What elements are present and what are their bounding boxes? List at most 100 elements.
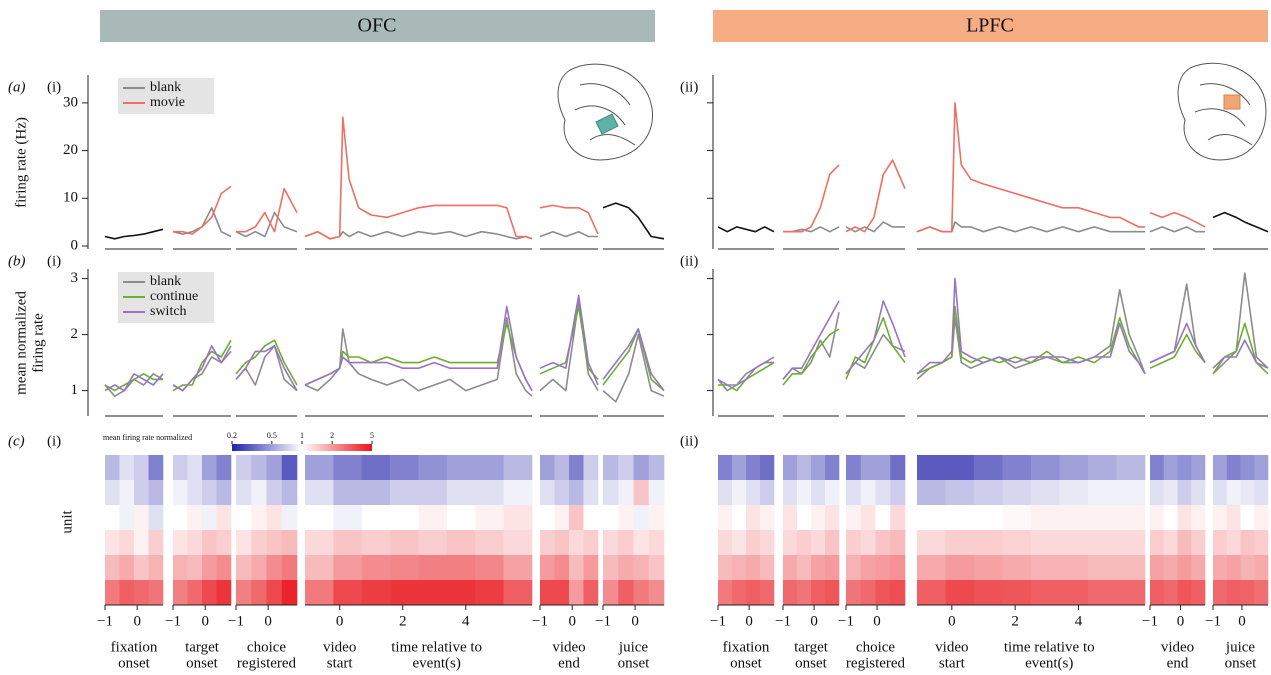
heatmap-cell (1254, 480, 1269, 506)
heatmap-cell (1177, 580, 1192, 606)
segment-label: onset (1225, 655, 1257, 671)
heatmap-cell (1226, 480, 1241, 506)
heatmap-cell (732, 555, 747, 581)
heatmap-cell (1031, 555, 1060, 581)
heatmap-cell (554, 480, 570, 506)
heatmap-cell (266, 505, 283, 531)
heatmap-cell (890, 580, 906, 606)
colorbar-tick-label: 1 (300, 431, 304, 440)
x-tick-label: −1 (775, 613, 791, 629)
heatmap-cell (1031, 480, 1060, 506)
heatmap-cell (974, 580, 1003, 606)
heatmap-cell (475, 505, 504, 531)
x-tick-label: −1 (710, 613, 726, 629)
heatmap-cell (554, 455, 570, 481)
series-line (602, 333, 665, 403)
heatmap-cell (618, 505, 634, 531)
x-tick-label: 2 (399, 613, 407, 629)
heatmap-cell (875, 505, 891, 531)
series-line (1212, 272, 1269, 375)
heatmap-cell (503, 480, 533, 506)
series-line (539, 300, 599, 392)
panel-number: (ii) (680, 79, 698, 95)
series-line (717, 226, 775, 233)
x-tick-label: 4 (462, 613, 470, 629)
heatmap-cell (266, 555, 283, 581)
heatmap-cell (917, 505, 946, 531)
colorbar-tick-label: 0.2 (227, 431, 237, 440)
heatmap-cell (105, 480, 120, 506)
heatmap-cell (811, 555, 826, 581)
heatmap-cell (648, 505, 665, 531)
heatmap-cell (633, 505, 650, 531)
heatmap-cell (305, 580, 334, 606)
panel-letter: (c) (8, 433, 25, 449)
heatmap-cell (281, 530, 298, 556)
heatmap-cell (1191, 555, 1206, 581)
heatmap-cell (633, 530, 650, 556)
heatmap-cell (945, 580, 975, 606)
heatmap-cell (825, 555, 840, 581)
heatmap-cell (390, 555, 419, 581)
series-line (845, 159, 906, 233)
series-line (782, 328, 840, 386)
heatmap-cell (1213, 455, 1228, 481)
heatmap-cell (746, 455, 761, 481)
heatmap-cell (540, 505, 555, 531)
heatmap-cell (173, 580, 188, 606)
series-line (236, 187, 298, 233)
heatmap-cell (251, 555, 267, 581)
heatmap-cell (618, 580, 634, 606)
heatmap-cell (797, 455, 812, 481)
heatmap-cell (1059, 530, 1089, 556)
heatmap-cell (1254, 455, 1269, 481)
heatmap-cell (119, 455, 135, 481)
heatmap-cell (236, 480, 252, 506)
heatmap-cell (251, 580, 267, 606)
x-tick-label: −1 (97, 613, 113, 629)
heatmap-cell (1213, 555, 1228, 581)
panel-letter: (b) (8, 253, 26, 269)
segment-label: video (1161, 639, 1194, 655)
heatmap-cell (797, 530, 812, 556)
heatmap-cell (1177, 455, 1192, 481)
heatmap-cell (875, 580, 891, 606)
heatmap-cell (148, 555, 164, 581)
x-tick-label: 0 (133, 613, 141, 629)
colorbar-tick-label: 0.5 (267, 431, 277, 440)
heatmap-cell (475, 580, 504, 606)
series-line (1149, 211, 1206, 228)
series-line (845, 333, 906, 375)
heatmap-cell (361, 530, 391, 556)
heatmap-cell (446, 455, 476, 481)
legend-label: blank (150, 80, 181, 95)
heatmap-cell (860, 455, 876, 481)
segment-label: video (552, 639, 585, 655)
heatmap-cell (1240, 480, 1255, 506)
heatmap-cell (1059, 580, 1089, 606)
legend-label: continue (150, 289, 198, 304)
heatmap-cell (1116, 455, 1146, 481)
series-line (304, 116, 533, 240)
y-tick-label: 3 (71, 270, 79, 286)
heatmap-cell (1177, 530, 1192, 556)
heatmap-cell (917, 555, 946, 581)
heatmap-cell (187, 555, 203, 581)
heatmap-cell (119, 530, 135, 556)
x-tick-label: −1 (228, 613, 244, 629)
heatmap-cell (1002, 505, 1032, 531)
segment-label: end (558, 655, 580, 671)
heatmap-cell (333, 480, 363, 506)
heatmap-cell (216, 555, 232, 581)
series-line (1149, 322, 1206, 364)
heatmap-cell (945, 530, 975, 556)
x-axis-label: event(s) (413, 655, 461, 671)
series-line (304, 305, 533, 391)
heatmap-cell (281, 580, 298, 606)
segment-label: onset (730, 655, 762, 671)
x-tick-label: −1 (1205, 613, 1221, 629)
x-tick-label: 0 (1177, 613, 1185, 629)
heatmap-cell (618, 555, 634, 581)
heatmap-cell (1002, 530, 1032, 556)
heatmap-cell (119, 580, 135, 606)
